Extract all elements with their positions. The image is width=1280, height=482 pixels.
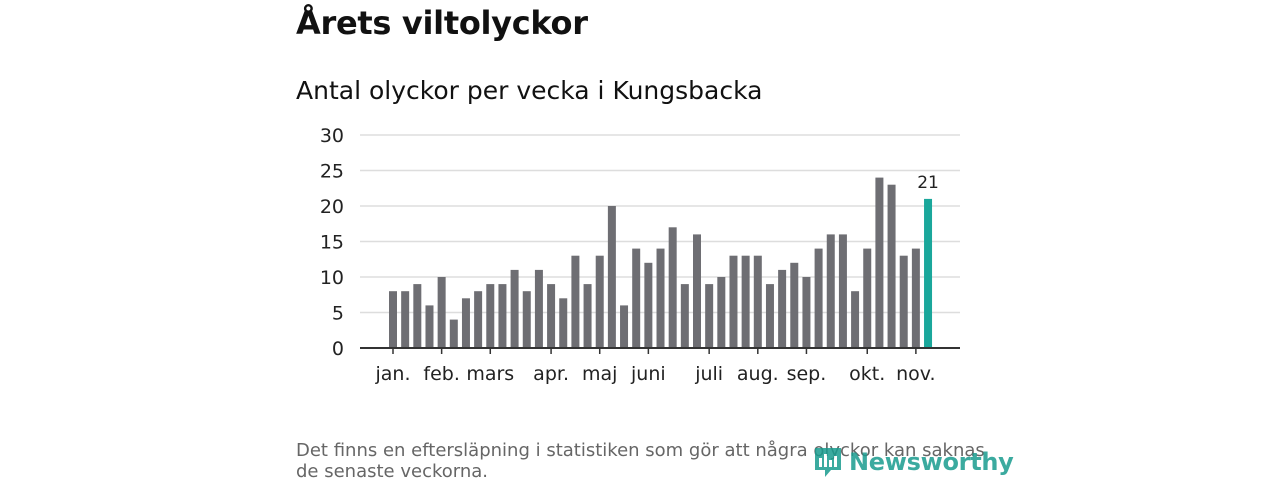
bar: [680, 284, 689, 348]
bar: [778, 269, 787, 348]
bar: [911, 248, 920, 348]
bar: [656, 248, 665, 348]
y-tick-label: 20: [320, 196, 344, 218]
bar: [851, 291, 860, 348]
bar: [802, 277, 811, 348]
y-tick-label: 5: [332, 303, 344, 325]
bar: [486, 284, 495, 348]
month-label: mars: [466, 363, 514, 385]
y-tick-label: 25: [320, 161, 344, 183]
bar: [583, 284, 592, 348]
y-axis-ticks: 0 5 10 15 20 25 30: [320, 125, 344, 360]
month-label: maj: [582, 363, 617, 385]
bar: [887, 184, 896, 348]
bar: [693, 234, 701, 348]
newsworthy-logo: Newsworthy: [813, 446, 1014, 478]
month-label: apr.: [533, 363, 569, 385]
bar: [644, 262, 653, 348]
y-tick-label: 30: [320, 125, 344, 147]
bar: [741, 255, 750, 348]
month-label: juli: [694, 363, 723, 385]
bar: [875, 177, 884, 348]
bar: [632, 248, 641, 348]
bar: [534, 269, 543, 348]
data-labels: 21: [917, 173, 939, 193]
bar: [753, 255, 762, 348]
bar: [899, 255, 908, 348]
newsworthy-logo-text: Newsworthy: [849, 448, 1014, 476]
bar: [413, 284, 422, 348]
month-label: jan.: [374, 363, 410, 385]
chart-title: Årets viltolyckor: [296, 4, 588, 42]
bar: [498, 284, 507, 348]
bars: [389, 177, 933, 348]
bar: [765, 284, 774, 348]
month-label: sep.: [787, 363, 827, 385]
month-label: juni: [630, 363, 666, 385]
bar: [571, 255, 580, 348]
bar: [717, 277, 726, 348]
bar: [595, 255, 604, 348]
month-labels: jan. feb. mars apr. maj juni juli aug. sep. okt. n…: [374, 348, 936, 385]
month-label: feb.: [423, 363, 459, 385]
bar: [705, 284, 714, 348]
data-label-highlight: 21: [917, 173, 939, 193]
bar: [729, 255, 738, 348]
footnote: Det finns en eftersläpning i statistiken…: [296, 440, 985, 482]
bar: [668, 227, 677, 348]
bar: [461, 298, 470, 348]
bar: [620, 305, 629, 348]
bar: [389, 291, 397, 348]
bar: [607, 206, 616, 348]
bar: [863, 248, 872, 348]
bar: [547, 284, 556, 348]
bar: [437, 277, 446, 348]
bar: [510, 269, 519, 348]
newsworthy-logo-icon: [815, 448, 841, 477]
y-tick-label: 10: [320, 267, 344, 289]
bar: [522, 291, 531, 348]
bar-chart: 0 5 10 15 20 25 30 jan. feb. mars apr. maj juni juli…: [320, 125, 960, 385]
y-tick-label: 15: [320, 232, 344, 254]
bar: [814, 248, 823, 348]
bar: [449, 319, 458, 348]
bar: [474, 291, 483, 348]
bar-highlight: [924, 198, 933, 348]
month-label: aug.: [737, 363, 779, 385]
bar: [838, 234, 847, 348]
bar: [401, 291, 410, 348]
bar: [826, 234, 835, 348]
bar: [559, 298, 568, 348]
chart-subtitle: Antal olyckor per vecka i Kungsbacka: [296, 76, 763, 105]
bar: [790, 262, 799, 348]
month-label: okt.: [849, 363, 885, 385]
month-label: nov.: [896, 363, 935, 385]
bar: [425, 305, 434, 348]
y-tick-label: 0: [332, 338, 344, 360]
